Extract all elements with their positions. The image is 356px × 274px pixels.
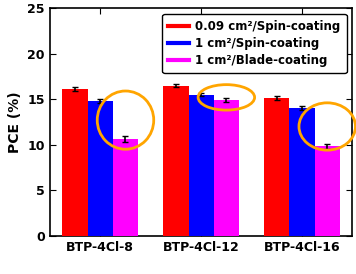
Bar — [62, 89, 88, 236]
Bar — [264, 98, 289, 236]
Bar — [113, 139, 138, 236]
Bar — [315, 147, 340, 236]
Bar — [163, 85, 189, 236]
Y-axis label: PCE (%): PCE (%) — [8, 91, 22, 153]
Bar — [289, 108, 315, 236]
Bar — [214, 100, 239, 236]
Bar — [189, 95, 214, 236]
Text: (b): (b) — [14, 0, 43, 1]
Bar — [88, 101, 113, 236]
Legend: 0.09 cm²/Spin-coating, 1 cm²/Spin-coating, 1 cm²/Blade-coating: 0.09 cm²/Spin-coating, 1 cm²/Spin-coatin… — [162, 14, 346, 73]
